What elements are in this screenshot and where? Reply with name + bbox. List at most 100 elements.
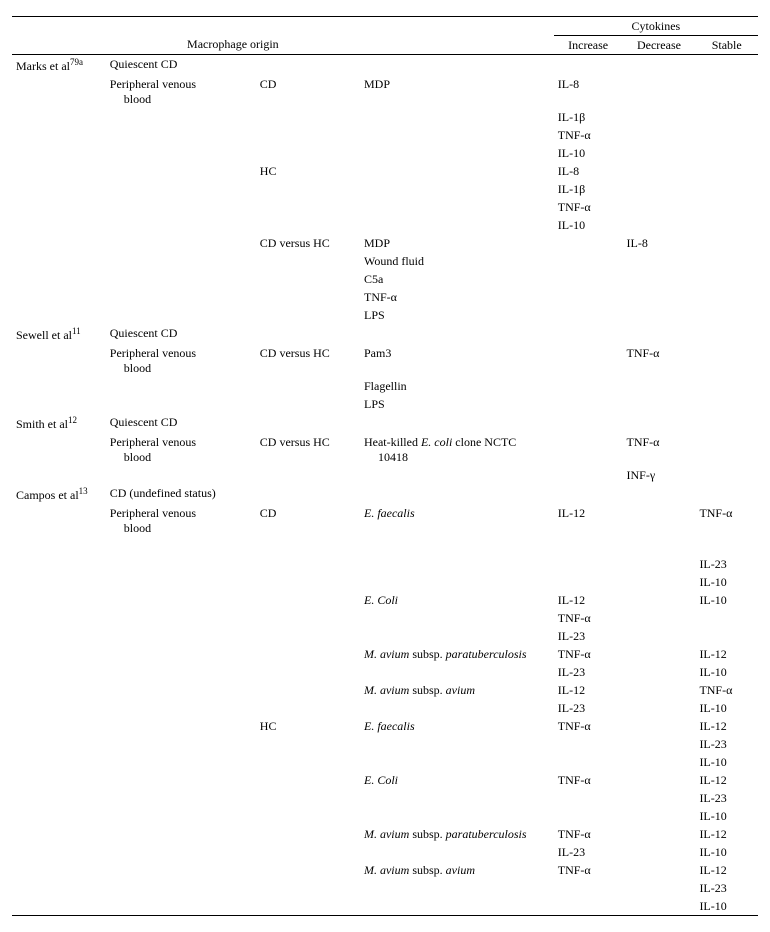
stimulus-cell: Flagellin [360,377,554,395]
decrease-cell [623,843,696,861]
increase-cell [554,377,623,395]
table-row: Peripheral venousbloodCD versus HCHeat-k… [12,433,758,466]
stimulus-cell: LPS [360,306,554,324]
reference-cell [12,753,106,771]
increase-cell [554,753,623,771]
decrease-cell [623,699,696,717]
reference-cell [12,537,106,555]
stimulus-cell [360,324,554,344]
decrease-cell [623,591,696,609]
group-cell [256,681,360,699]
reference-cell [12,377,106,395]
group-cell [256,735,360,753]
decrease-cell: TNF-α [623,433,696,466]
decrease-cell [623,75,696,108]
decrease-cell [623,897,696,916]
reference-cell [12,645,106,663]
stimulus-cell: E. Coli [360,771,554,789]
table-row: IL-23IL-10 [12,699,758,717]
group-cell [256,180,360,198]
group-cell: HC [256,717,360,735]
table-row: Campos et al13CD (undefined status) [12,484,758,504]
reference-cell [12,466,106,484]
table-row: HCIL-8 [12,162,758,180]
group-cell [256,126,360,144]
note-cell [106,108,256,126]
reference-cell: Marks et al79a [12,55,106,76]
increase-cell [554,555,623,573]
group-cell [256,609,360,627]
stable-cell [695,234,758,252]
decrease-cell [623,395,696,413]
table-row: IL-10 [12,144,758,162]
increase-cell [554,413,623,433]
reference-cell [12,627,106,645]
increase-cell: IL-23 [554,699,623,717]
decrease-cell [623,198,696,216]
group-cell: HC [256,162,360,180]
note-cell [106,144,256,162]
reference-cell [12,681,106,699]
decrease-cell [623,825,696,843]
increase-cell [554,466,623,484]
decrease-cell [623,180,696,198]
reference-cell [12,75,106,108]
stable-cell [695,252,758,270]
stimulus-cell [360,162,554,180]
group-cell [256,897,360,916]
table-row: LPS [12,306,758,324]
table-row: TNF-α [12,288,758,306]
note-cell [106,270,256,288]
decrease-cell [623,681,696,699]
stable-cell: IL-12 [695,645,758,663]
decrease-cell [623,484,696,504]
decrease-cell [623,288,696,306]
table-row: TNF-α [12,609,758,627]
group-cell [256,252,360,270]
stimulus-cell: Wound fluid [360,252,554,270]
reference-cell [12,344,106,377]
stimulus-cell: Heat-killed E. coli clone NCTC10418 [360,433,554,466]
note-cell [106,466,256,484]
increase-cell: TNF-α [554,645,623,663]
note-cell: Peripheral venousblood [106,504,256,537]
group-cell [256,484,360,504]
table-row: M. avium subsp. paratuberculosisTNF-αIL-… [12,645,758,663]
table-row [12,537,758,555]
stable-cell: IL-10 [695,807,758,825]
decrease-cell [623,807,696,825]
table-row: IL-23 [12,789,758,807]
group-cell [256,198,360,216]
reference-cell: Sewell et al11 [12,324,106,344]
increase-cell [554,324,623,344]
increase-cell [554,573,623,591]
stimulus-cell [360,879,554,897]
reference-cell [12,663,106,681]
decrease-cell [623,108,696,126]
table-row: C5a [12,270,758,288]
increase-cell: IL-10 [554,144,623,162]
decrease-cell [623,537,696,555]
reference-cell [12,252,106,270]
table-row: M. avium subsp. paratuberculosisTNF-αIL-… [12,825,758,843]
decrease-cell: INF-γ [623,466,696,484]
increase-cell [554,807,623,825]
group-cell [256,753,360,771]
stable-cell: IL-12 [695,717,758,735]
decrease-cell [623,377,696,395]
increase-cell: IL-1β [554,180,623,198]
increase-cell: IL-23 [554,663,623,681]
stable-cell: IL-10 [695,897,758,916]
note-cell [106,699,256,717]
decrease-cell: TNF-α [623,344,696,377]
increase-cell: TNF-α [554,198,623,216]
stimulus-cell: C5a [360,270,554,288]
group-cell [256,825,360,843]
note-cell [106,395,256,413]
increase-cell: IL-8 [554,75,623,108]
decrease-cell [623,252,696,270]
group-cell [256,466,360,484]
group-cell [256,537,360,555]
table-row: IL-10 [12,807,758,825]
table-row: IL-1β [12,180,758,198]
